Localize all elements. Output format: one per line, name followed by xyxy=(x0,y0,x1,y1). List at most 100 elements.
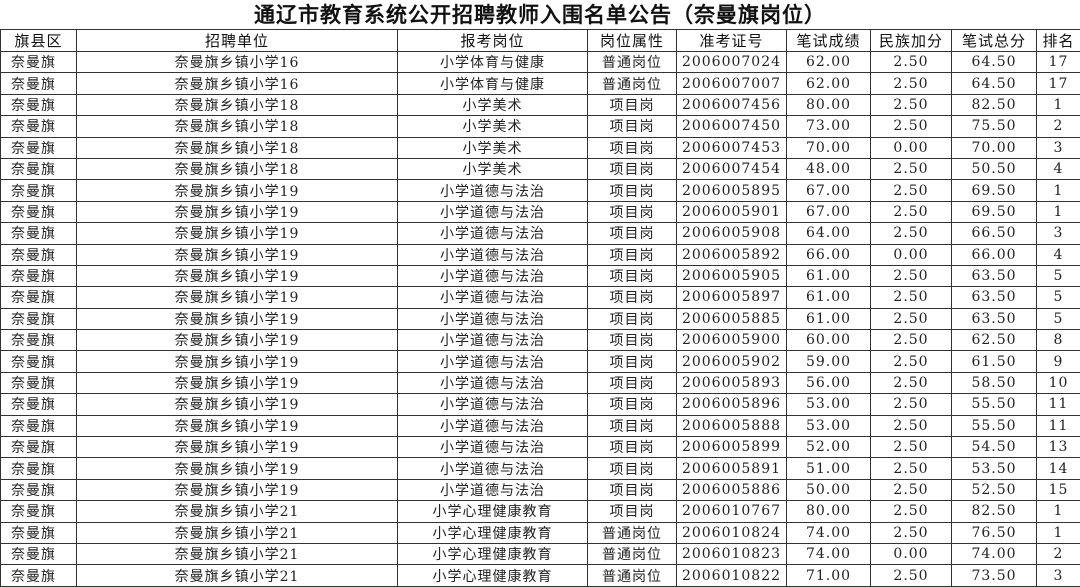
cell-position: 小学道德与法治 xyxy=(398,223,588,244)
cell-position-type: 项目岗 xyxy=(588,158,677,179)
cell-district: 奈曼旗 xyxy=(1,437,77,458)
cell-ethnic-bonus: 2.50 xyxy=(871,73,952,94)
cell-ticket-number: 2006005885 xyxy=(677,308,787,329)
cell-ticket-number: 2006010767 xyxy=(677,501,787,522)
cell-ethnic-bonus: 2.50 xyxy=(871,201,952,222)
cell-written-score: 62.00 xyxy=(787,73,871,94)
cell-total-score: 73.50 xyxy=(952,565,1037,586)
cell-total-score: 82.50 xyxy=(952,501,1037,522)
cell-district: 奈曼旗 xyxy=(1,73,77,94)
cell-position: 小学心理健康教育 xyxy=(398,565,588,586)
cell-ticket-number: 2006010824 xyxy=(677,522,787,543)
header-rank: 排名 xyxy=(1037,30,1080,52)
cell-position: 小学心理健康教育 xyxy=(398,522,588,543)
cell-ticket-number: 2006005895 xyxy=(677,180,787,201)
cell-ticket-number: 2006005892 xyxy=(677,244,787,265)
cell-employer: 奈曼旗乡镇小学19 xyxy=(77,244,398,265)
cell-written-score: 80.00 xyxy=(787,94,871,115)
cell-ethnic-bonus: 2.50 xyxy=(871,265,952,286)
cell-position: 小学美术 xyxy=(398,158,588,179)
cell-employer: 奈曼旗乡镇小学21 xyxy=(77,565,398,586)
candidate-table: 旗县区招聘单位报考岗位岗位属性准考证号笔试成绩民族加分笔试总分排名 奈曼旗奈曼旗… xyxy=(0,29,1080,587)
cell-position: 小学道德与法治 xyxy=(398,437,588,458)
cell-district: 奈曼旗 xyxy=(1,394,77,415)
cell-rank: 1 xyxy=(1037,180,1080,201)
cell-position-type: 项目岗 xyxy=(588,287,677,308)
cell-ticket-number: 2006010823 xyxy=(677,543,787,564)
cell-position-type: 普通岗位 xyxy=(588,52,677,73)
cell-rank: 5 xyxy=(1037,287,1080,308)
cell-total-score: 74.00 xyxy=(952,543,1037,564)
cell-written-score: 67.00 xyxy=(787,201,871,222)
cell-employer: 奈曼旗乡镇小学16 xyxy=(77,52,398,73)
cell-rank: 11 xyxy=(1037,415,1080,436)
cell-written-score: 60.00 xyxy=(787,330,871,351)
cell-position: 小学道德与法治 xyxy=(398,479,588,500)
cell-ticket-number: 2006005901 xyxy=(677,201,787,222)
cell-district: 奈曼旗 xyxy=(1,158,77,179)
cell-district: 奈曼旗 xyxy=(1,201,77,222)
cell-district: 奈曼旗 xyxy=(1,244,77,265)
cell-written-score: 74.00 xyxy=(787,522,871,543)
cell-district: 奈曼旗 xyxy=(1,137,77,158)
cell-position-type: 项目岗 xyxy=(588,94,677,115)
cell-total-score: 63.50 xyxy=(952,287,1037,308)
cell-written-score: 66.00 xyxy=(787,244,871,265)
cell-written-score: 74.00 xyxy=(787,543,871,564)
cell-rank: 4 xyxy=(1037,244,1080,265)
cell-ethnic-bonus: 2.50 xyxy=(871,180,952,201)
cell-position-type: 项目岗 xyxy=(588,116,677,137)
cell-total-score: 70.00 xyxy=(952,137,1037,158)
cell-rank: 3 xyxy=(1037,565,1080,586)
cell-position-type: 项目岗 xyxy=(588,223,677,244)
cell-position: 小学道德与法治 xyxy=(398,372,588,393)
cell-district: 奈曼旗 xyxy=(1,543,77,564)
cell-written-score: 61.00 xyxy=(787,265,871,286)
page-title: 通辽市教育系统公开招聘教师入围名单公告（奈曼旗岗位） xyxy=(0,0,1080,29)
cell-position-type: 普通岗位 xyxy=(588,73,677,94)
cell-employer: 奈曼旗乡镇小学19 xyxy=(77,437,398,458)
cell-position: 小学体育与健康 xyxy=(398,73,588,94)
cell-position: 小学美术 xyxy=(398,137,588,158)
cell-position: 小学道德与法治 xyxy=(398,458,588,479)
cell-position: 小学道德与法治 xyxy=(398,265,588,286)
cell-position: 小学道德与法治 xyxy=(398,201,588,222)
cell-employer: 奈曼旗乡镇小学19 xyxy=(77,287,398,308)
cell-ethnic-bonus: 2.50 xyxy=(871,372,952,393)
cell-ticket-number: 2006007450 xyxy=(677,116,787,137)
cell-position: 小学道德与法治 xyxy=(398,287,588,308)
cell-position-type: 项目岗 xyxy=(588,180,677,201)
cell-position-type: 项目岗 xyxy=(588,458,677,479)
cell-district: 奈曼旗 xyxy=(1,94,77,115)
header-position-type: 岗位属性 xyxy=(588,30,677,52)
cell-position: 小学美术 xyxy=(398,94,588,115)
cell-total-score: 64.50 xyxy=(952,52,1037,73)
table-header-row: 旗县区招聘单位报考岗位岗位属性准考证号笔试成绩民族加分笔试总分排名 xyxy=(1,30,1080,52)
cell-ethnic-bonus: 2.50 xyxy=(871,415,952,436)
cell-total-score: 66.00 xyxy=(952,244,1037,265)
cell-ticket-number: 2006005897 xyxy=(677,287,787,308)
cell-total-score: 53.50 xyxy=(952,458,1037,479)
cell-position-type: 项目岗 xyxy=(588,265,677,286)
cell-rank: 1 xyxy=(1037,201,1080,222)
cell-ticket-number: 2006007007 xyxy=(677,73,787,94)
cell-position-type: 项目岗 xyxy=(588,501,677,522)
cell-written-score: 71.00 xyxy=(787,565,871,586)
cell-written-score: 56.00 xyxy=(787,372,871,393)
cell-district: 奈曼旗 xyxy=(1,565,77,586)
cell-employer: 奈曼旗乡镇小学19 xyxy=(77,180,398,201)
cell-position: 小学道德与法治 xyxy=(398,244,588,265)
cell-total-score: 50.50 xyxy=(952,158,1037,179)
cell-position-type: 项目岗 xyxy=(588,201,677,222)
cell-position-type: 项目岗 xyxy=(588,137,677,158)
cell-total-score: 62.50 xyxy=(952,330,1037,351)
